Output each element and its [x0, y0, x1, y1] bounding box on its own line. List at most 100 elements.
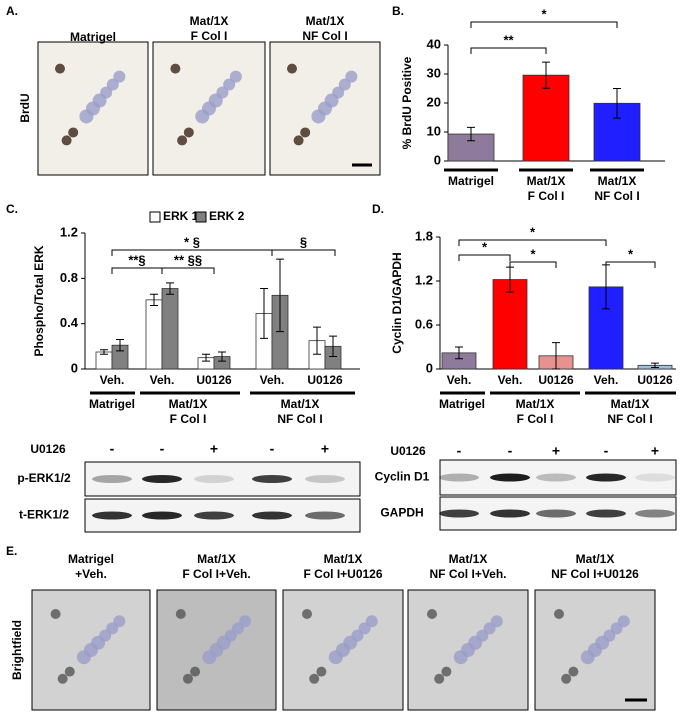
legend-swatch [149, 211, 161, 223]
treatment-sign: - [270, 441, 275, 457]
bar [161, 288, 179, 370]
significance-label: * [628, 246, 634, 261]
cell [324, 93, 339, 108]
treatment-sign: - [457, 443, 462, 459]
y-tick-label: 30 [427, 65, 441, 80]
significance-label: § [300, 234, 307, 249]
cell [468, 635, 483, 650]
significance-bracket [111, 267, 163, 274]
band [92, 511, 132, 520]
panel-label: A. [6, 4, 18, 18]
image-title: Matrigel [70, 30, 116, 44]
x-tick-label: U0126 [637, 373, 673, 387]
bar [145, 299, 163, 370]
cell [175, 609, 186, 619]
blot-box [84, 461, 361, 497]
cell [345, 70, 358, 83]
bar [492, 279, 528, 370]
cell [68, 127, 79, 138]
error-bar [166, 282, 174, 295]
band [92, 475, 132, 483]
y-tick-label: 10 [427, 123, 441, 138]
y-tick-label: 0 [71, 360, 78, 375]
significance-bracket [509, 261, 557, 268]
x-tick-label: Veh. [150, 373, 175, 387]
treatment-sign: - [160, 441, 165, 457]
error-bar [542, 61, 550, 89]
blot-label: p-ERK1/2 [17, 471, 71, 485]
treatment-label: U0126 [390, 444, 426, 458]
error-bar [276, 258, 284, 333]
cell [239, 615, 252, 628]
cell [216, 635, 231, 650]
band [490, 473, 530, 482]
image-title: Matrigel +Veh. [68, 552, 114, 581]
band [586, 473, 626, 482]
error-bar [552, 342, 560, 370]
y-tick-label: 1.8 [415, 228, 433, 243]
band [305, 475, 345, 483]
blot-box [439, 459, 677, 496]
group-label: Mat/1X NF Col I [277, 397, 322, 426]
error-bar [150, 293, 158, 307]
error-bar [329, 335, 337, 358]
treatment-sign: - [110, 441, 115, 457]
cell [568, 666, 579, 677]
y-tick-label: 0 [434, 152, 441, 167]
cell [293, 135, 304, 146]
band [194, 511, 234, 520]
cell [316, 666, 327, 677]
cell [309, 673, 320, 684]
x-tick-label: Veh. [260, 373, 285, 387]
significance-bracket [605, 261, 656, 268]
cell [338, 78, 351, 91]
significance-label: * [530, 224, 536, 239]
image-title: Mat/1X NF Col I+U0126 [551, 552, 639, 581]
y-tick-label: 20 [427, 94, 441, 109]
x-tick-label: Matrigel [448, 174, 494, 188]
y-tick-label: 1.2 [415, 272, 433, 287]
error-bar [455, 346, 463, 360]
cell [177, 135, 188, 146]
significance-bracket [458, 239, 607, 246]
image-title: Mat/1X NF Col I [302, 14, 347, 43]
band [194, 475, 234, 483]
bar [522, 74, 570, 162]
band [439, 509, 479, 518]
cell [182, 673, 193, 684]
band [305, 511, 345, 520]
cell [434, 673, 445, 684]
treatment-sign: + [210, 441, 218, 457]
band [439, 473, 479, 482]
significance-bracket [470, 47, 547, 54]
y-tick-label: 0.4 [60, 315, 79, 330]
cell [183, 127, 194, 138]
cell [64, 666, 75, 677]
band [142, 475, 182, 483]
treatment-sign: - [508, 443, 513, 459]
error-bar [313, 326, 321, 355]
y-axis-label: Phospho/Total ERK [32, 245, 46, 356]
band [252, 475, 292, 483]
image-title: Mat/1X F Col I+U0126 [303, 552, 382, 581]
band [536, 509, 576, 518]
panel-label: B. [392, 4, 404, 18]
error-bar [260, 288, 268, 339]
group-label: Matrigel [439, 397, 485, 411]
x-tick-label: Mat/1X F Col I [527, 174, 566, 203]
cell [490, 615, 503, 628]
x-tick-label: Veh. [498, 373, 523, 387]
treatment-sign: - [604, 443, 609, 459]
y-tick-label: 0.6 [415, 316, 433, 331]
x-tick-label: U0126 [196, 373, 232, 387]
row-label: Brightfield [10, 620, 24, 680]
significance-bracket [470, 21, 618, 28]
image-title: Mat/1X F Col I [190, 14, 229, 43]
x-tick-label: U0126 [538, 373, 574, 387]
x-tick-label: U0126 [307, 373, 343, 387]
legend-label: ERK 2 [209, 209, 245, 223]
y-tick-label: 0 [426, 360, 433, 375]
panel-label: C. [6, 202, 18, 216]
cell [208, 93, 223, 108]
